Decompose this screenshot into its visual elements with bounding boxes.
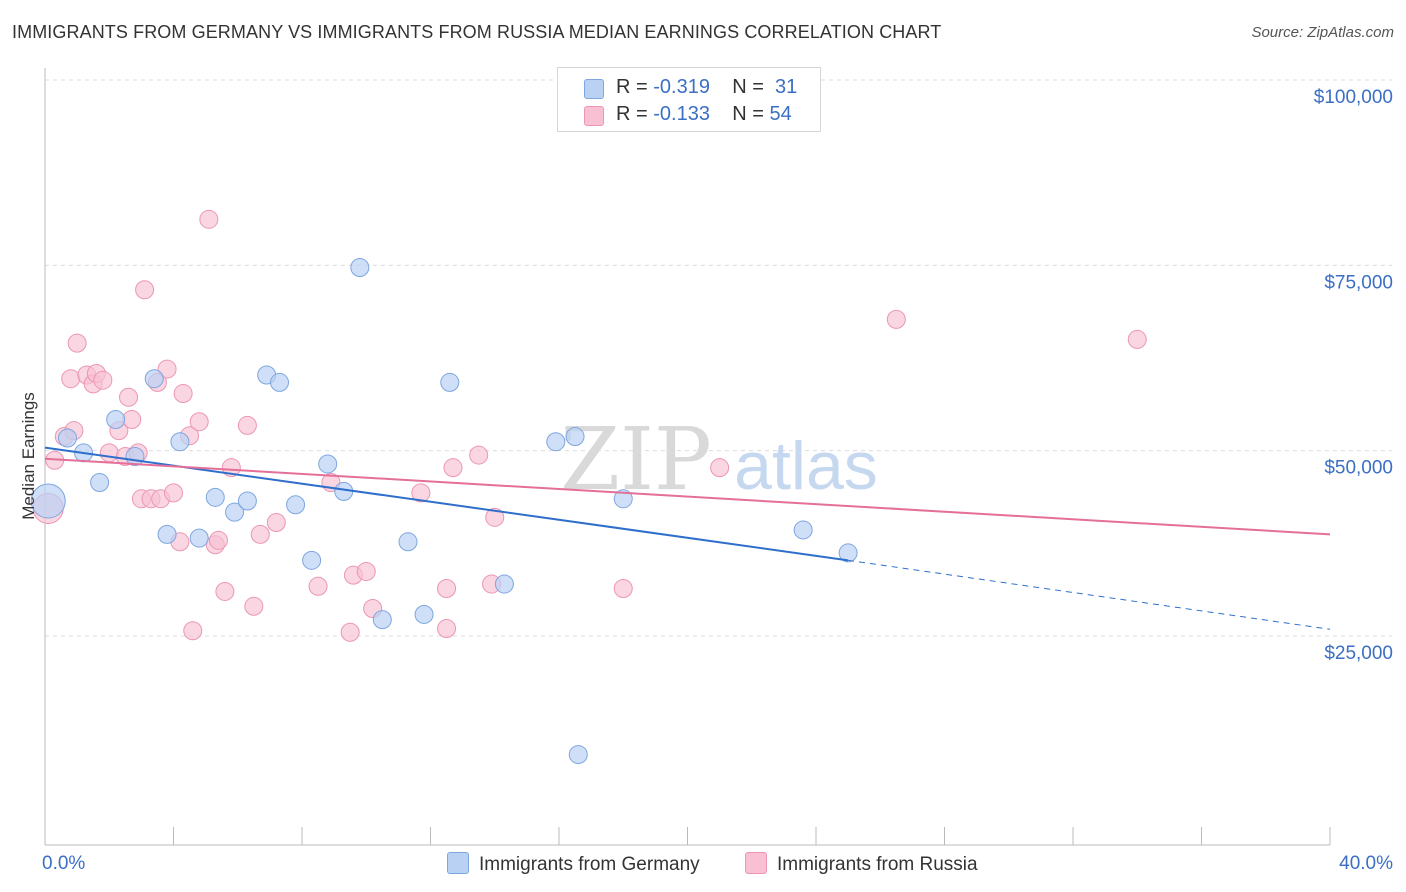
russia-point-24 <box>173 384 193 404</box>
russia-point-44 <box>437 579 457 599</box>
russia-swatch <box>584 106 604 126</box>
russia-n-value: 54 <box>769 103 792 125</box>
russia-point-30 <box>208 530 228 550</box>
germany-point-25 <box>546 432 566 452</box>
russia-point-46 <box>443 458 463 478</box>
russia-point-10 <box>99 443 119 463</box>
russia-point-28 <box>199 209 219 229</box>
y-tick-label-1: $50,000 <box>1324 458 1393 479</box>
russia-point-3 <box>61 369 81 389</box>
russia-point-49 <box>485 507 505 527</box>
russia-point-22 <box>164 483 183 503</box>
bottom-germany-label: Immigrants from Germany <box>479 854 700 875</box>
germany-point-10 <box>205 487 225 507</box>
y-tick-label-2: $75,000 <box>1324 272 1393 293</box>
russia-point-5 <box>67 333 87 353</box>
germany-point-26 <box>565 427 585 447</box>
germany-point-1 <box>57 428 77 448</box>
russia-point-43 <box>411 483 431 503</box>
russia-point-53 <box>1127 329 1147 349</box>
russia-point-35 <box>250 524 270 544</box>
germany-r-value: -0.319 <box>653 76 710 98</box>
russia-point-13 <box>119 387 139 407</box>
x-tick-label-0: 0.0% <box>42 853 85 874</box>
germany-point-27 <box>568 745 588 765</box>
germany-point-19 <box>350 258 370 278</box>
russia-point-27 <box>189 412 209 432</box>
russia-point-9 <box>93 370 113 390</box>
germany-point-23 <box>440 372 460 392</box>
russia-point-33 <box>237 415 257 435</box>
germany-point-12 <box>237 491 257 511</box>
germany-n-label: N = <box>732 76 770 98</box>
legend-russia-text: R = -0.133 N = 54 <box>616 103 792 126</box>
germany-points <box>30 258 858 765</box>
russia-point-52 <box>886 309 906 329</box>
germany-point-11 <box>225 502 245 522</box>
germany-point-9 <box>189 528 209 548</box>
russia-r-value: -0.133 <box>653 103 710 125</box>
germany-point-8 <box>170 432 190 452</box>
bottom-legend-germany: Immigrants from Germany <box>447 852 700 876</box>
germany-trend-extension <box>848 559 1331 630</box>
y-tick-label-3: $100,000 <box>1314 87 1393 108</box>
germany-point-0 <box>30 483 66 519</box>
germany-point-14 <box>270 372 290 392</box>
russia-point-37 <box>308 576 328 596</box>
y-tick-label-0: $25,000 <box>1324 643 1393 664</box>
germany-swatch <box>584 79 604 99</box>
germany-point-22 <box>414 604 434 624</box>
bottom-russia-label: Immigrants from Russia <box>777 854 978 875</box>
russia-point-50 <box>613 579 633 599</box>
germany-point-20 <box>372 610 392 630</box>
germany-point-15 <box>286 495 306 515</box>
y-axis-label: Median Earnings <box>19 392 38 520</box>
russia-point-31 <box>215 581 235 601</box>
russia-trend-line <box>44 457 1331 536</box>
germany-point-21 <box>398 532 418 552</box>
correlation-legend: R = -0.319 N = 31 R = -0.133 N = 54 <box>557 67 821 132</box>
russia-point-39 <box>340 622 360 642</box>
germany-point-17 <box>318 454 338 474</box>
watermark: ZIP atlas <box>560 410 878 510</box>
axis-layer <box>44 68 1331 846</box>
russia-n-label: N = <box>732 103 770 125</box>
tick-label-layer: $25,000 $50,000 $75,000 $100,000 0.0% 40.0% <box>42 87 1393 874</box>
bottom-germany-swatch <box>447 852 469 874</box>
russia-point-21 <box>157 359 177 379</box>
legend-germany-text: R = -0.319 N = 31 <box>616 76 797 99</box>
germany-point-29 <box>793 520 813 540</box>
russia-point-17 <box>135 280 155 300</box>
russia-point-51 <box>710 458 730 478</box>
x-tick-label-1: 40.0% <box>1339 853 1393 874</box>
trend-layer <box>44 446 1331 630</box>
germany-point-16 <box>302 550 322 570</box>
germany-point-28 <box>613 489 633 509</box>
chart-title: IMMIGRANTS FROM GERMANY VS IMMIGRANTS FR… <box>12 22 942 42</box>
germany-point-6 <box>144 369 164 389</box>
germany-point-3 <box>90 472 110 492</box>
bottom-russia-swatch <box>745 852 767 874</box>
watermark-zip: ZIP <box>560 410 712 510</box>
germany-point-30 <box>838 543 858 563</box>
russia-point-36 <box>266 513 286 533</box>
russia-r-label: R = <box>616 103 654 125</box>
russia-point-41 <box>356 561 376 581</box>
germany-n-value: 31 <box>775 76 798 98</box>
russia-point-26 <box>183 621 203 641</box>
grid-layer <box>45 79 1392 637</box>
watermark-atlas: atlas <box>734 428 878 504</box>
germany-point-24 <box>494 574 514 594</box>
russia-point-45 <box>437 619 457 639</box>
germany-point-7 <box>157 524 177 544</box>
germany-r-label: R = <box>616 76 654 98</box>
bottom-legend-russia: Immigrants from Russia <box>745 852 978 876</box>
russia-point-47 <box>469 445 489 465</box>
germany-point-4 <box>106 409 126 429</box>
chart-source: Source: ZipAtlas.com <box>1251 24 1394 41</box>
russia-point-14 <box>122 409 142 429</box>
russia-point-34 <box>244 596 264 616</box>
